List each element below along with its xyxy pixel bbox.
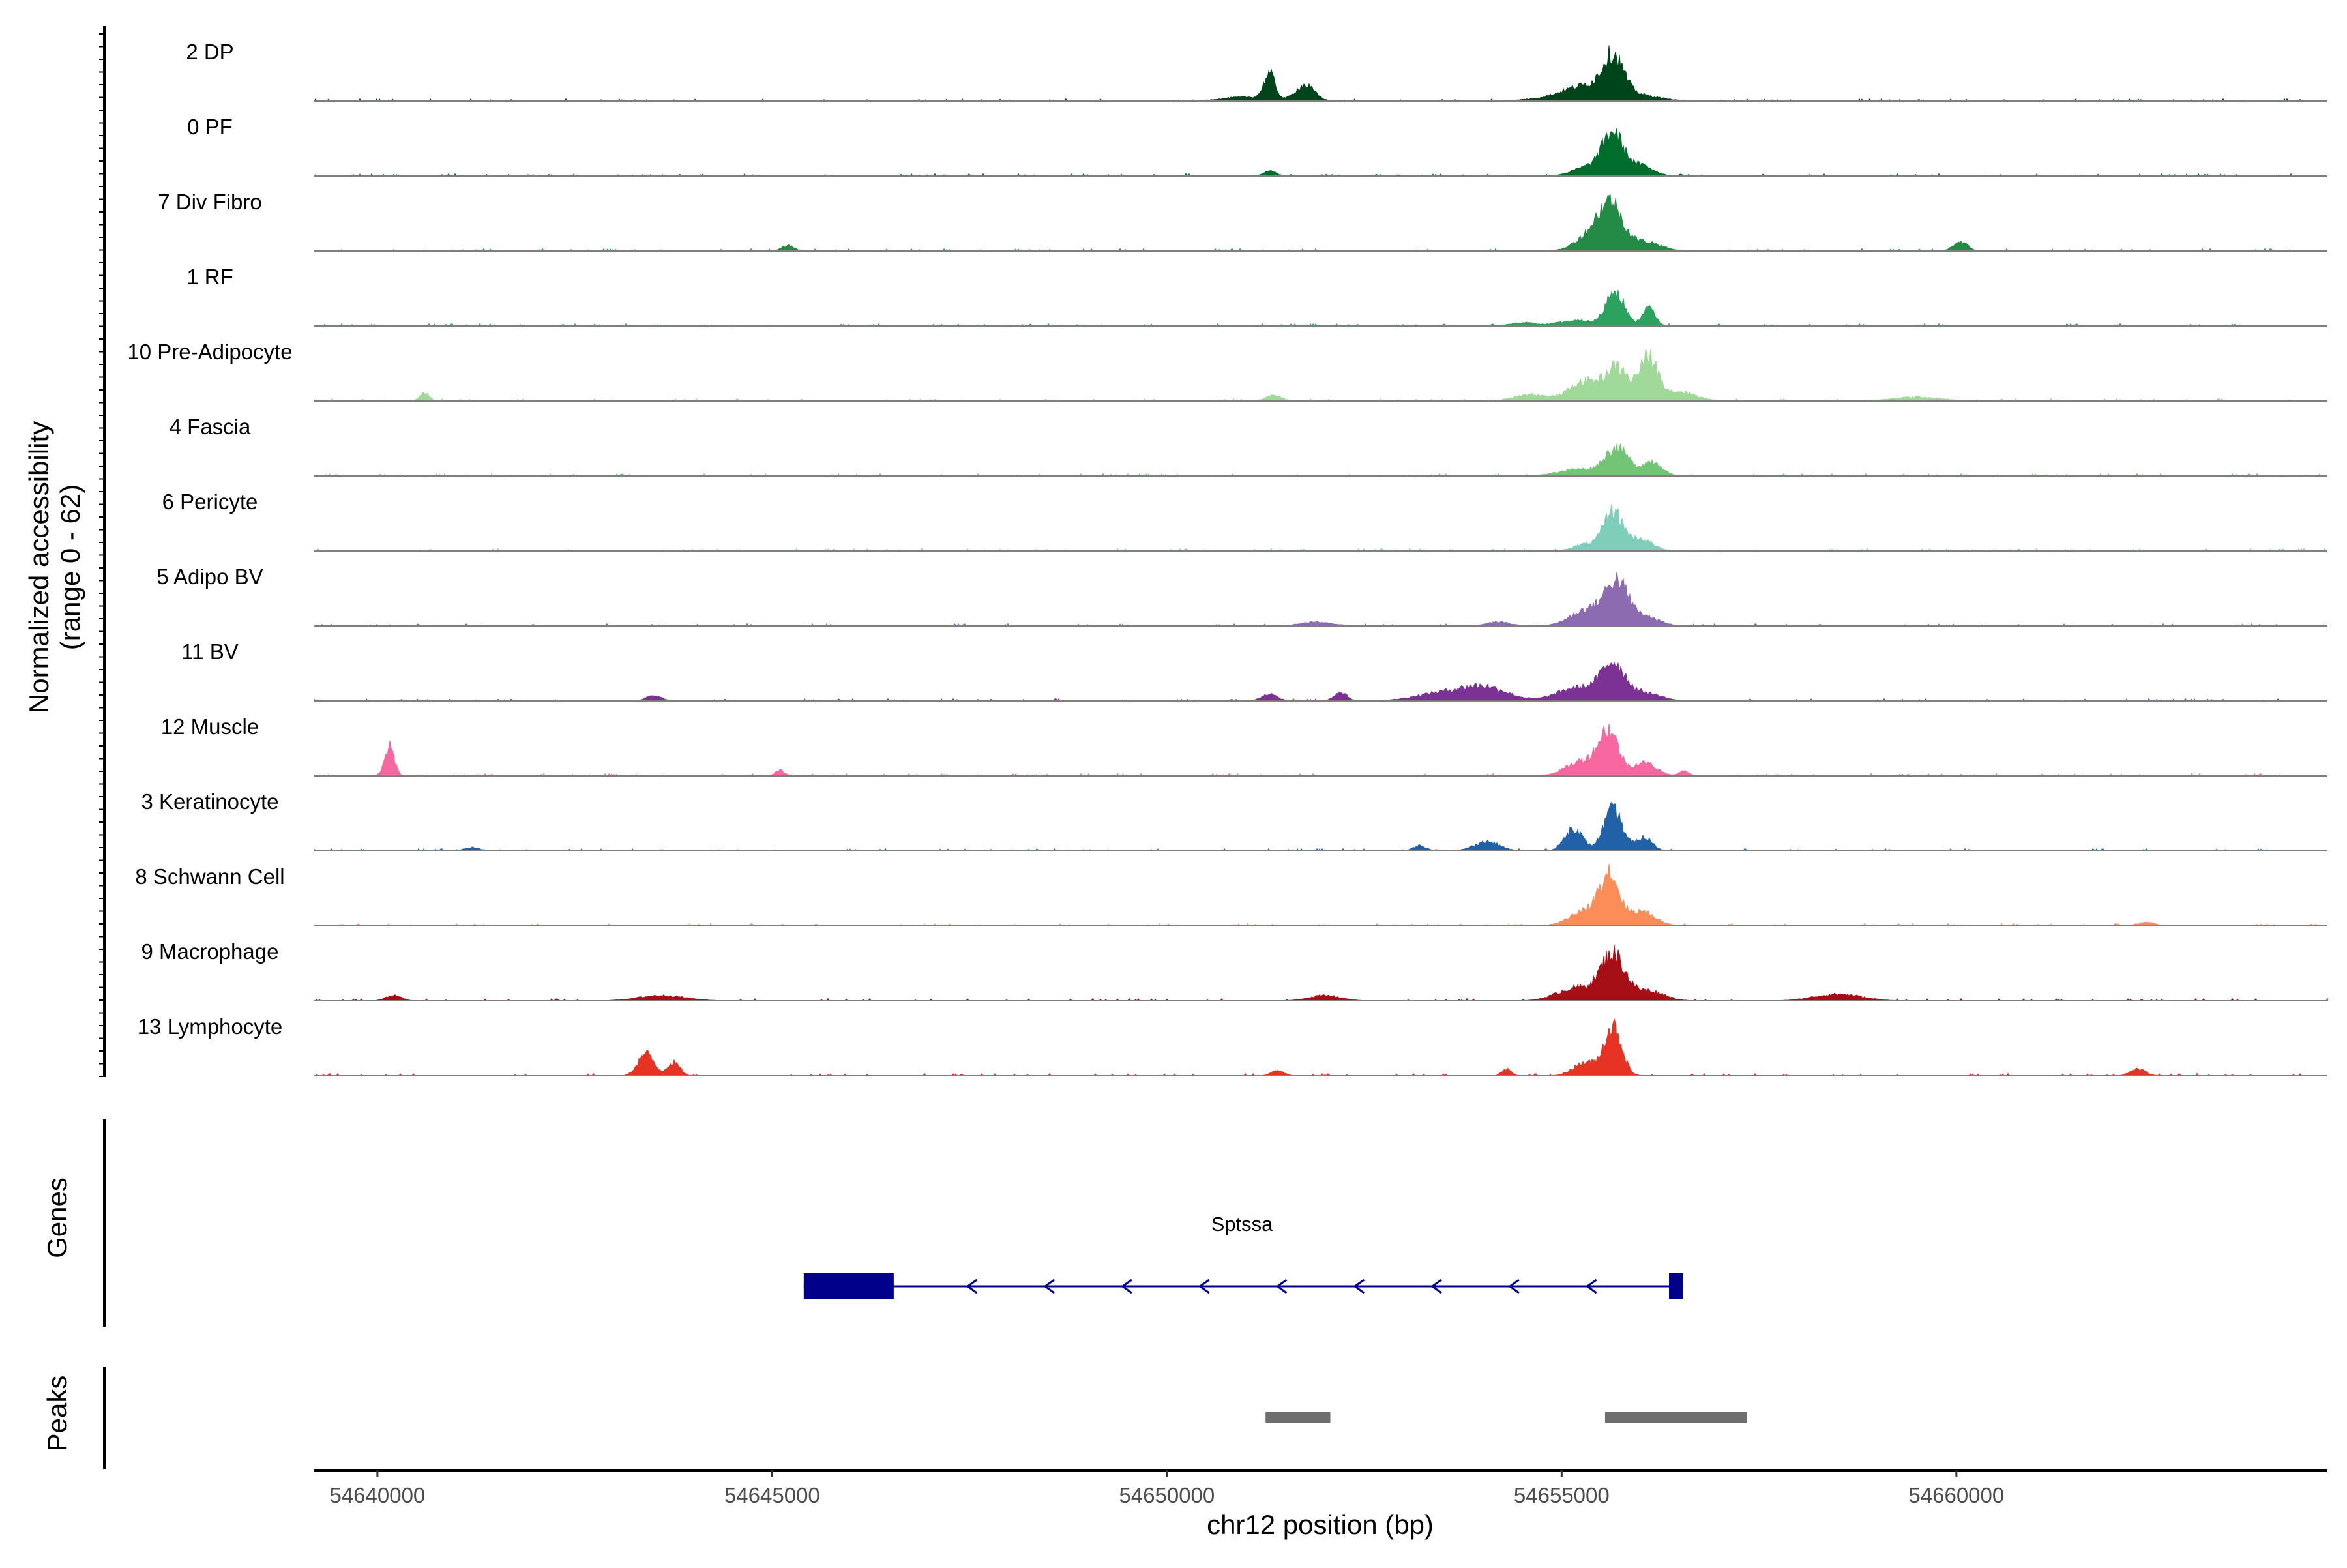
strand-arrow [966,1279,978,1294]
coverage-area [314,45,2327,102]
coverage-track [314,724,2327,777]
strand-arrow [1121,1279,1132,1294]
coverage-track [314,504,2327,552]
x-tick-label: 54645000 [724,1483,820,1507]
coverage-area [314,1018,2327,1076]
strand-arrow [1043,1279,1055,1294]
track-label: 11 BV [181,640,238,664]
coverage-track [313,128,2327,177]
track-label: 13 Lymphocyte [138,1014,283,1039]
track-label: 12 Muscle [161,715,259,739]
track-label: 3 Keratinocyte [141,790,279,814]
strand-arrow [1198,1279,1210,1294]
track-label: 4 Fascia [170,415,251,439]
peak-regions [1265,1412,1747,1423]
coverage-area [314,572,2327,627]
y-axis-title-line1: Normalized accessibility [23,421,54,713]
coverage-track [314,572,2327,627]
coverage-track [314,1018,2327,1076]
genes-panel-label: Genes [42,1177,72,1258]
track-labels: 2 DP 0 PF 7 Div Fibro 1 RF 10 Pre-Adipoc… [127,40,292,1039]
track-label: 6 Pericyte [162,490,258,514]
coverage-track [314,443,2327,477]
x-tick-label: 54650000 [1119,1483,1215,1507]
x-tick-labels: 54640000 54645000 54650000 54655000 5466… [329,1483,2004,1507]
gene-model [803,1273,1683,1299]
coverage-area [314,863,2327,926]
coverage-area [314,443,2327,477]
track-label: 5 Adipo BV [156,565,263,589]
y-axis-title-line2: (range 0 - 62) [55,484,85,650]
coverage-area [314,290,2327,327]
track-label: 8 Schwann Cell [135,865,284,889]
gene-exon [1669,1273,1683,1299]
x-axis-title: chr12 position (bp) [1207,1509,1434,1540]
peak-region [1265,1412,1331,1423]
track-label: 0 PF [187,115,233,139]
coverage-area [314,944,2328,1001]
strand-arrow [1586,1279,1597,1294]
x-tick-label: 54660000 [1908,1483,2004,1507]
strand-arrow [1275,1279,1288,1294]
track-label: 2 DP [186,40,233,64]
gene-exon [803,1273,894,1299]
coverage-track [314,290,2327,327]
coverage-area [313,128,2327,177]
gene-name-label: Sptssa [1211,1213,1274,1235]
track-label: 9 Macrophage [141,939,279,964]
coverage-track [314,194,2327,252]
coverage-track [314,801,2327,851]
x-tick-label: 54655000 [1514,1483,1610,1507]
coverage-area [314,661,2327,702]
track-label: 7 Div Fibro [158,190,262,214]
axes [99,26,2327,1477]
track-label: 1 RF [186,265,233,289]
peak-region [1604,1412,1747,1423]
strand-arrow [1508,1279,1520,1294]
coverage-area [314,504,2327,552]
coverage-track [314,863,2327,926]
coverage-area [314,724,2327,777]
coverage-track [314,348,2327,402]
x-tick-label: 54640000 [329,1483,425,1507]
coverage-tracks [313,45,2328,1076]
coverage-area [314,194,2327,252]
peaks-panel-label: Peaks [42,1376,72,1452]
coverage-area [314,348,2327,402]
coverage-area [314,801,2327,851]
strand-arrow [1430,1279,1442,1294]
strand-arrow [1353,1279,1365,1294]
coverage-track [314,661,2327,702]
coverage-track [314,944,2328,1001]
track-label: 10 Pre-Adipocyte [127,340,292,364]
coverage-track [314,45,2327,102]
